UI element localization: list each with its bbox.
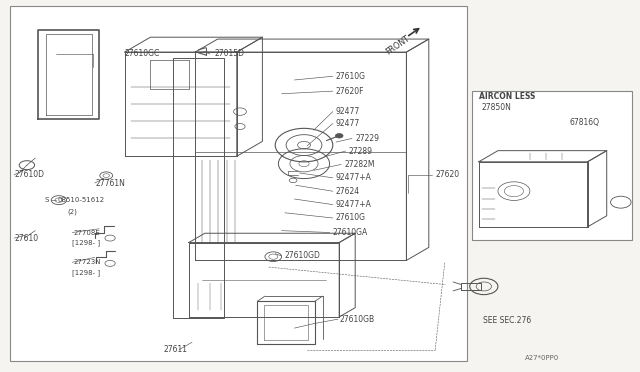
Text: 27610G: 27610G xyxy=(336,72,366,81)
Text: 27708E: 27708E xyxy=(74,230,100,235)
Text: 27850N: 27850N xyxy=(481,103,511,112)
Text: 27620F: 27620F xyxy=(336,87,365,96)
Text: 27610G: 27610G xyxy=(336,214,366,222)
Text: 08510-51612: 08510-51612 xyxy=(58,197,105,203)
Circle shape xyxy=(335,134,343,138)
Text: 27761N: 27761N xyxy=(96,179,126,187)
Text: 27289: 27289 xyxy=(349,147,372,155)
Text: 27611: 27611 xyxy=(163,345,187,354)
Text: 27610: 27610 xyxy=(14,234,38,243)
Text: 27610D: 27610D xyxy=(14,170,44,179)
Text: 67816Q: 67816Q xyxy=(570,118,600,126)
Text: 27610GC: 27610GC xyxy=(125,49,160,58)
Text: [1298- ]: [1298- ] xyxy=(72,239,100,246)
Text: 92477: 92477 xyxy=(336,119,360,128)
Text: AIRCON LESS: AIRCON LESS xyxy=(479,92,535,101)
Text: 27610GD: 27610GD xyxy=(285,251,321,260)
Text: (2): (2) xyxy=(67,209,77,215)
Text: 27610GA: 27610GA xyxy=(333,228,368,237)
Text: 27610GB: 27610GB xyxy=(339,315,374,324)
Text: A27*0PP0: A27*0PP0 xyxy=(525,355,559,361)
Text: 27015D: 27015D xyxy=(214,49,244,58)
Text: S: S xyxy=(45,197,49,203)
Text: 27723N: 27723N xyxy=(74,259,101,265)
Text: SEE SEC.276: SEE SEC.276 xyxy=(483,316,531,325)
Bar xyxy=(10,6,467,361)
Text: 27624: 27624 xyxy=(336,187,360,196)
Text: 27282M: 27282M xyxy=(344,160,375,169)
Text: [1298- ]: [1298- ] xyxy=(72,269,100,276)
Text: FRONT: FRONT xyxy=(384,34,412,57)
Text: 92477: 92477 xyxy=(336,107,360,116)
Text: 27229: 27229 xyxy=(355,134,380,143)
Text: 27620: 27620 xyxy=(435,170,460,179)
Text: 92477+A: 92477+A xyxy=(336,200,372,209)
Text: 92477+A: 92477+A xyxy=(336,173,372,182)
Bar xyxy=(472,91,632,240)
